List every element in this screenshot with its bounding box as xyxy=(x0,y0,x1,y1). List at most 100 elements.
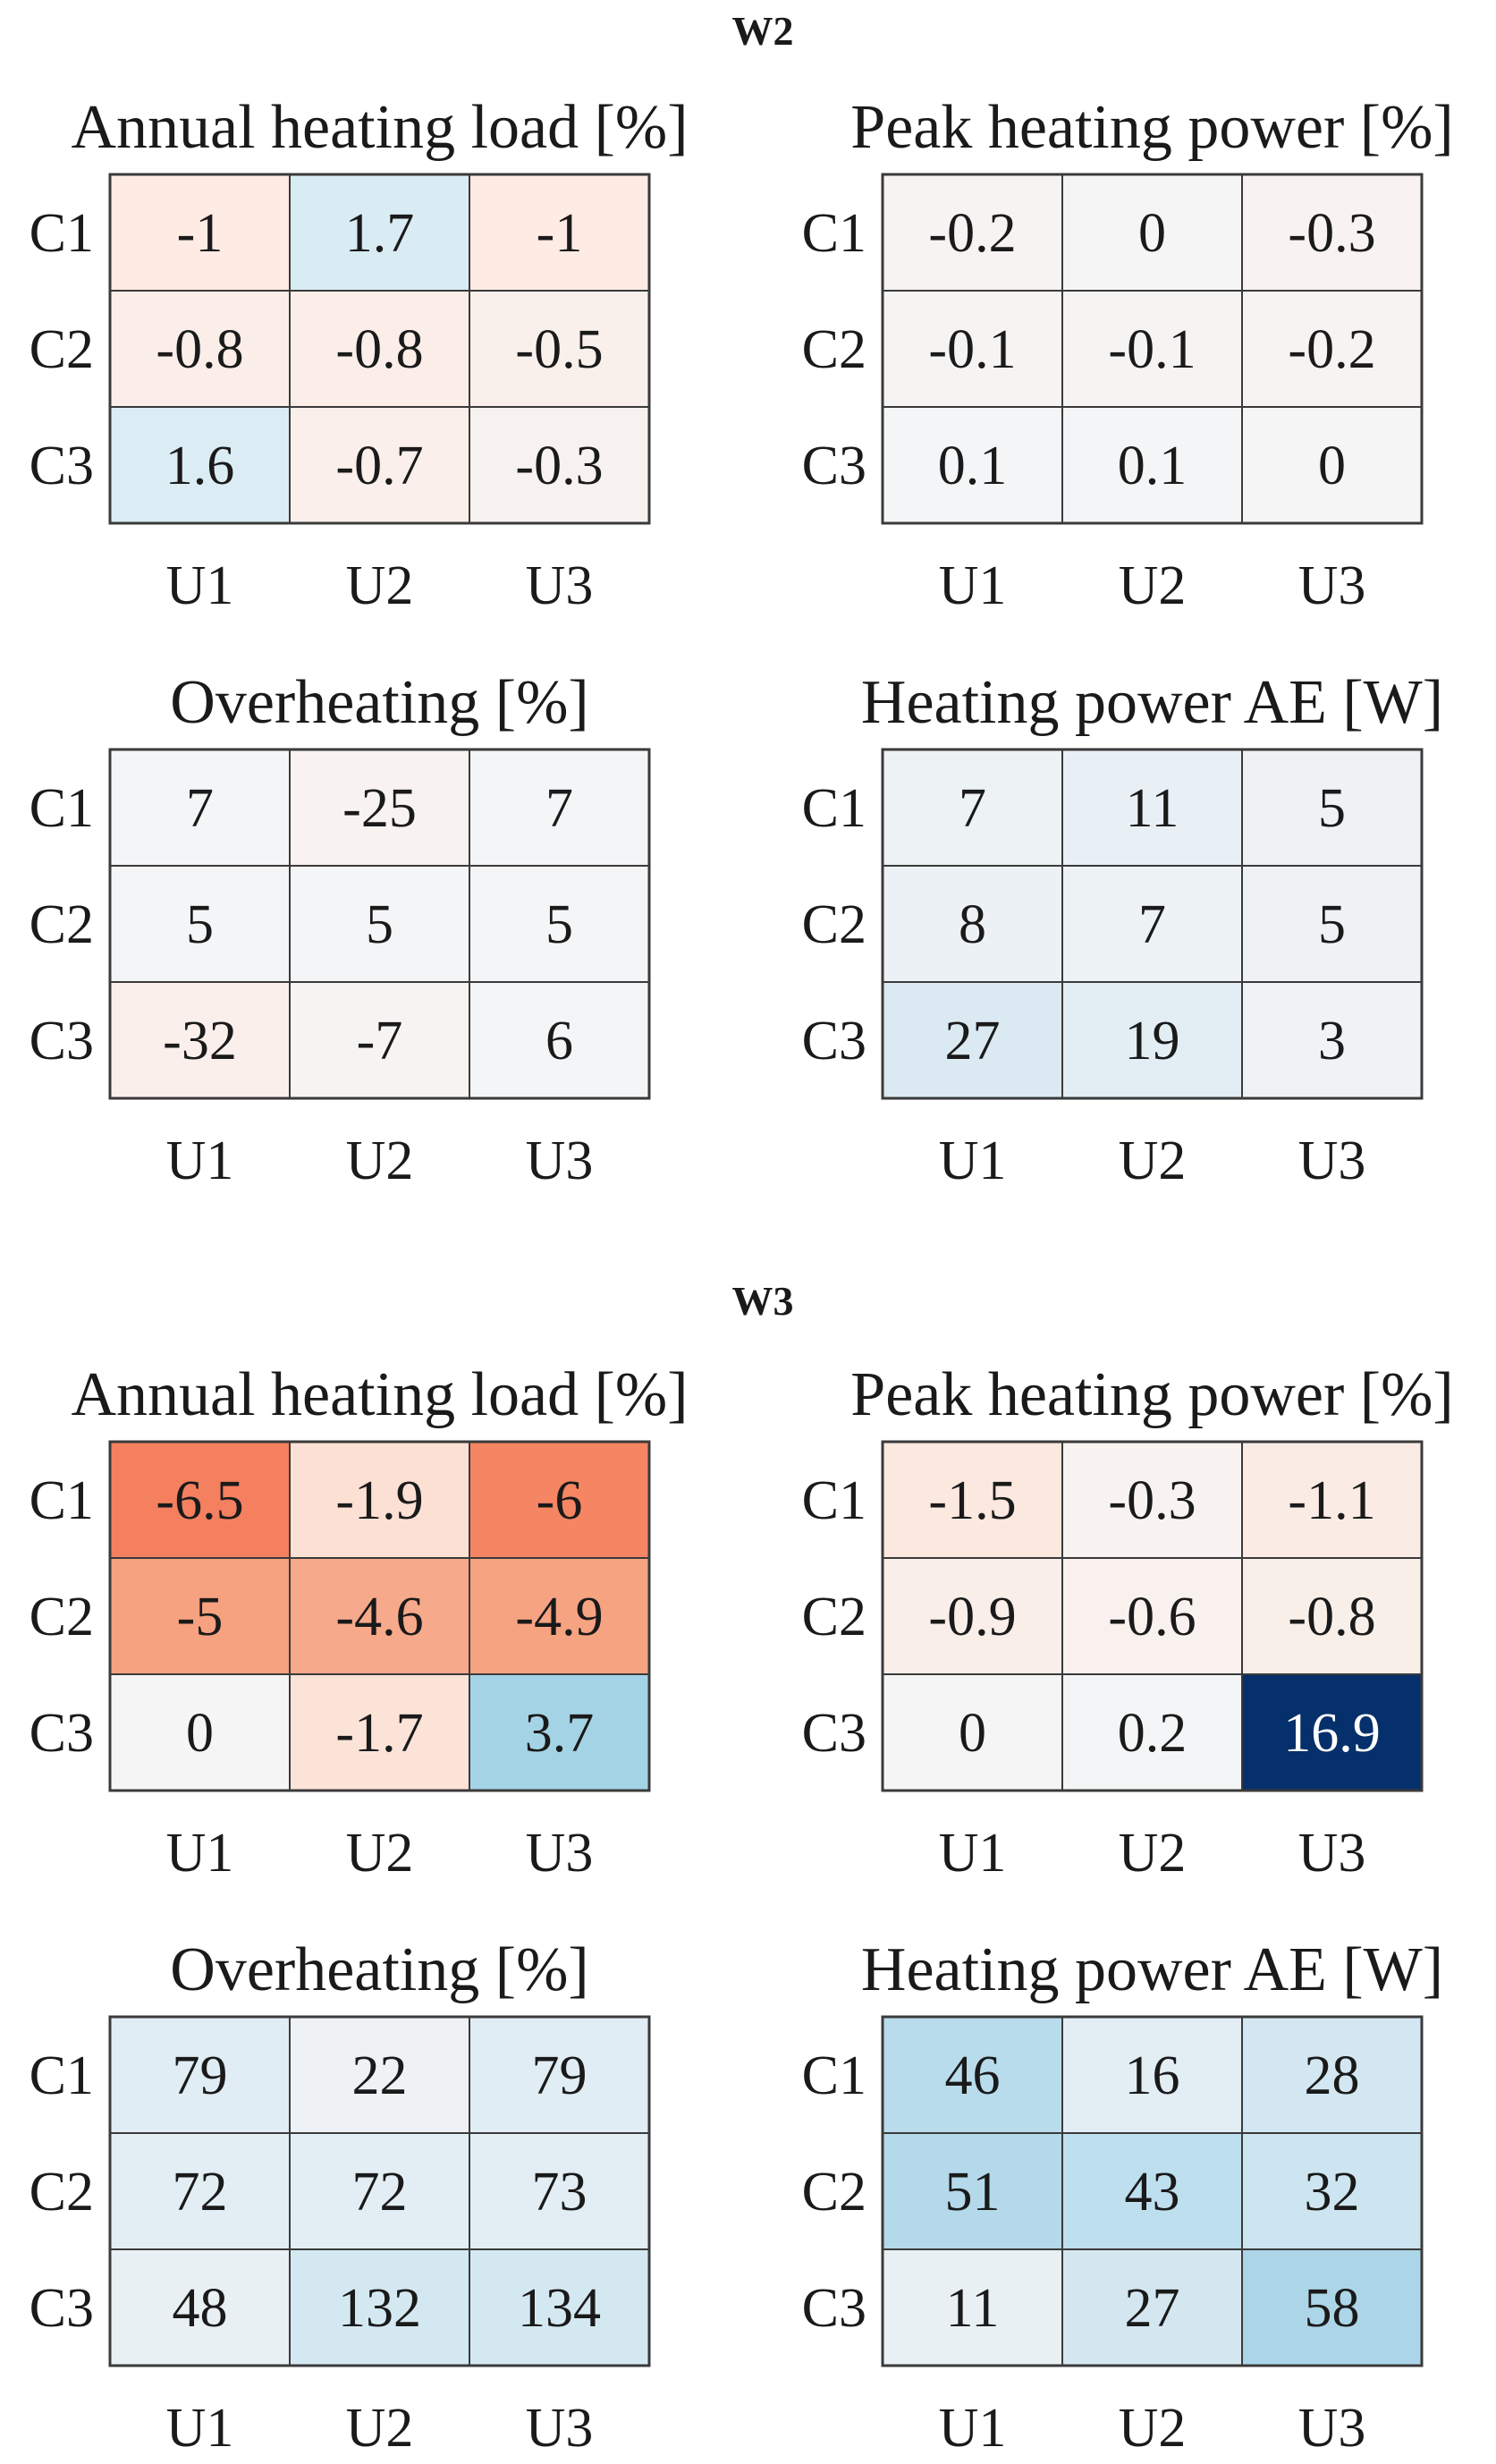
cell-value-label: 132 xyxy=(338,2278,421,2339)
heatmap-panel: Peak heating power [%] C1 -1.5 -0.3 -1.1 C2 -0… xyxy=(802,1360,1454,1884)
cell-value-label: 48 xyxy=(173,2278,228,2339)
cell-value-label: 7 xyxy=(545,778,573,839)
row-tick-label: C2 xyxy=(802,319,866,380)
heatmap-cell xyxy=(469,290,650,408)
group-title-w2: W2 xyxy=(732,8,794,54)
row-tick-label: C3 xyxy=(802,2278,866,2339)
cell-value-label: 7 xyxy=(186,778,214,839)
col-tick-label: U1 xyxy=(166,1823,234,1884)
cell-value-label: -0.3 xyxy=(1288,203,1375,264)
heatmap-panel: Annual heating load [%] C1 -6.5 -1.9 -6 C2 -5 -… xyxy=(30,1360,689,1884)
row-tick-label: C3 xyxy=(30,1703,94,1764)
cell-value-label: 32 xyxy=(1305,2162,1360,2223)
cell-value-label: 46 xyxy=(945,2045,1001,2106)
cell-value-label: 72 xyxy=(173,2162,228,2223)
cell-value-label: 7 xyxy=(1138,894,1166,955)
cell-value-label: 27 xyxy=(945,1011,1001,1071)
col-tick-label: U2 xyxy=(346,555,414,616)
row-tick-label: C2 xyxy=(802,894,866,955)
cell-value-label: -0.2 xyxy=(928,203,1016,264)
row-tick-label: C3 xyxy=(802,1011,866,1071)
heatmap-cell xyxy=(1061,2248,1243,2367)
heatmap-cell xyxy=(882,981,1063,1099)
row-tick-label: C2 xyxy=(30,894,94,955)
cell-value-label: -1.1 xyxy=(1288,1470,1375,1531)
heatmap-cell xyxy=(469,865,650,983)
row-tick-label: C3 xyxy=(30,2278,94,2339)
row-tick-label: C2 xyxy=(802,1587,866,1647)
cell-value-label: 16 xyxy=(1125,2045,1180,2106)
cell-value-label: 7 xyxy=(959,778,986,839)
row-tick-label: C1 xyxy=(802,778,866,839)
cell-value-label: -0.7 xyxy=(335,436,423,496)
row-tick-label: C1 xyxy=(802,203,866,264)
cell-value-label: 5 xyxy=(186,894,214,955)
cell-value-label: -5 xyxy=(177,1587,224,1647)
cell-value-label: 16.9 xyxy=(1283,1703,1381,1764)
col-tick-label: U2 xyxy=(1119,1823,1187,1884)
col-tick-label: U3 xyxy=(526,1823,594,1884)
heatmap-cell xyxy=(1061,1441,1243,1559)
heatmap-cell xyxy=(882,2016,1063,2134)
heatmap-cell xyxy=(109,865,291,983)
row-tick-label: C1 xyxy=(802,1470,866,1531)
col-tick-label: U1 xyxy=(939,1823,1007,1884)
heatmap-frame xyxy=(108,173,651,525)
row-tick-label: C2 xyxy=(30,1587,94,1647)
heatmap-frame xyxy=(881,748,1424,1100)
cell-value-label: -1.9 xyxy=(335,1470,423,1531)
col-tick-label: U1 xyxy=(166,1130,234,1191)
heatmap-frame xyxy=(108,2015,651,2367)
heatmap-frame xyxy=(881,173,1424,525)
row-tick-label: C2 xyxy=(30,2162,94,2223)
heatmap-cell xyxy=(1061,2016,1243,2134)
row-tick-label: C2 xyxy=(802,2162,866,2223)
heatmap-cell xyxy=(882,406,1063,524)
cell-value-label: 0.1 xyxy=(938,436,1008,496)
cell-value-label: -0.6 xyxy=(1108,1587,1196,1647)
cell-value-label: 27 xyxy=(1125,2278,1180,2339)
cell-value-label: -1 xyxy=(537,203,583,264)
heatmap-title: Annual heating load [%] xyxy=(71,1360,688,1429)
cell-value-label: 3.7 xyxy=(525,1703,595,1764)
heatmap-cell xyxy=(109,174,291,292)
cell-value-label: 19 xyxy=(1125,1011,1180,1071)
row-tick-label: C3 xyxy=(802,436,866,496)
heatmap-cell xyxy=(1061,174,1243,292)
cell-value-label: 72 xyxy=(352,2162,408,2223)
row-tick-label: C1 xyxy=(802,2045,866,2106)
cell-value-label: 3 xyxy=(1318,1011,1346,1071)
cell-value-label: 1.7 xyxy=(345,203,415,264)
cell-value-label: -0.2 xyxy=(1288,319,1375,380)
heatmap-cell xyxy=(109,1673,291,1791)
cell-value-label: 11 xyxy=(1126,778,1179,839)
heatmap-cell xyxy=(289,406,470,524)
cell-value-label: 6 xyxy=(545,1011,573,1071)
cell-value-label: 5 xyxy=(366,894,393,955)
heatmap-cell xyxy=(109,981,291,1099)
heatmap-frame xyxy=(881,2015,1424,2367)
heatmap-cell xyxy=(289,749,470,867)
cell-value-label: -0.3 xyxy=(1108,1470,1196,1531)
cell-value-label: -4.6 xyxy=(335,1587,423,1647)
heatmap-title: Overheating [%] xyxy=(170,668,588,737)
heatmap-cell xyxy=(1061,2132,1243,2250)
heatmap-panel: Heating power AE [W] C1 46 16 28 C2 51 43 32 C3 11… xyxy=(802,1935,1443,2459)
col-tick-label: U3 xyxy=(1298,555,1366,616)
heatmap-cell xyxy=(1061,1557,1243,1675)
cell-value-label: -0.3 xyxy=(515,436,603,496)
heatmap-cell xyxy=(882,174,1063,292)
group-title-w3: W3 xyxy=(732,1278,794,1324)
cell-value-label: -0.1 xyxy=(928,319,1016,380)
cell-value-label: 79 xyxy=(173,2045,228,2106)
col-tick-label: U1 xyxy=(166,555,234,616)
cell-value-label: 5 xyxy=(1318,894,1346,955)
col-tick-label: U3 xyxy=(526,1130,594,1191)
cell-value-label: 5 xyxy=(1318,778,1346,839)
heatmap-cell xyxy=(109,290,291,408)
cell-value-label: -1.5 xyxy=(928,1470,1016,1531)
heatmap-panel: Heating power AE [W] C1 7 11 5 C2 8 7 5 C3 27 19 3 U1… xyxy=(802,668,1443,1191)
heatmap-cell xyxy=(1241,1673,1423,1791)
cell-value-label: 11 xyxy=(946,2278,1000,2339)
